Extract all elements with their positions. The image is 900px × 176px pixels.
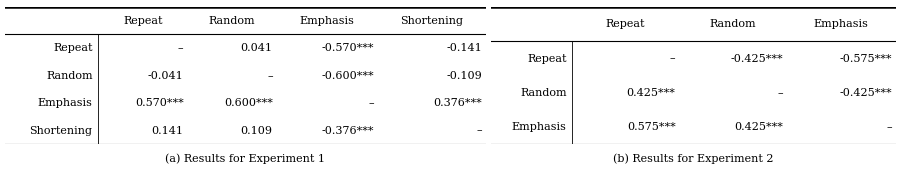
- Text: -0.425***: -0.425***: [840, 88, 892, 98]
- Text: Repeat: Repeat: [123, 16, 163, 26]
- Text: –: –: [886, 122, 892, 132]
- Text: –: –: [778, 88, 783, 98]
- Text: -0.041: -0.041: [148, 71, 184, 81]
- Text: Emphasis: Emphasis: [38, 98, 93, 108]
- Text: -0.575***: -0.575***: [840, 54, 892, 64]
- Text: -0.141: -0.141: [446, 43, 482, 53]
- Text: Emphasis: Emphasis: [814, 19, 868, 29]
- Text: 0.041: 0.041: [240, 43, 273, 53]
- Text: Shortening: Shortening: [30, 126, 93, 136]
- Text: 0.425***: 0.425***: [626, 88, 676, 98]
- Text: -0.376***: -0.376***: [321, 126, 374, 136]
- Text: Repeat: Repeat: [53, 43, 93, 53]
- Text: -0.600***: -0.600***: [321, 71, 374, 81]
- Text: 0.376***: 0.376***: [434, 98, 482, 108]
- Text: –: –: [670, 54, 676, 64]
- Text: -0.570***: -0.570***: [321, 43, 374, 53]
- Text: -0.425***: -0.425***: [730, 54, 783, 64]
- Text: Random: Random: [209, 16, 256, 26]
- Text: 0.425***: 0.425***: [734, 122, 783, 132]
- Text: 0.570***: 0.570***: [135, 98, 184, 108]
- Text: Repeat: Repeat: [527, 54, 567, 64]
- Text: Emphasis: Emphasis: [512, 122, 567, 132]
- Text: –: –: [476, 126, 482, 136]
- Text: Repeat: Repeat: [606, 19, 645, 29]
- Text: 0.141: 0.141: [151, 126, 184, 136]
- Text: Random: Random: [709, 19, 756, 29]
- Text: 0.109: 0.109: [240, 126, 273, 136]
- Text: –: –: [368, 98, 373, 108]
- Text: –: –: [267, 71, 273, 81]
- Text: Shortening: Shortening: [400, 16, 464, 26]
- Text: Emphasis: Emphasis: [300, 16, 355, 26]
- Text: 0.575***: 0.575***: [626, 122, 676, 132]
- Text: 0.600***: 0.600***: [224, 98, 273, 108]
- Text: Random: Random: [520, 88, 567, 98]
- Text: –: –: [178, 43, 184, 53]
- Text: Random: Random: [46, 71, 93, 81]
- Text: (b) Results for Experiment 2: (b) Results for Experiment 2: [613, 153, 773, 164]
- Text: -0.109: -0.109: [446, 71, 482, 81]
- Text: (a) Results for Experiment 1: (a) Results for Experiment 1: [166, 153, 325, 164]
